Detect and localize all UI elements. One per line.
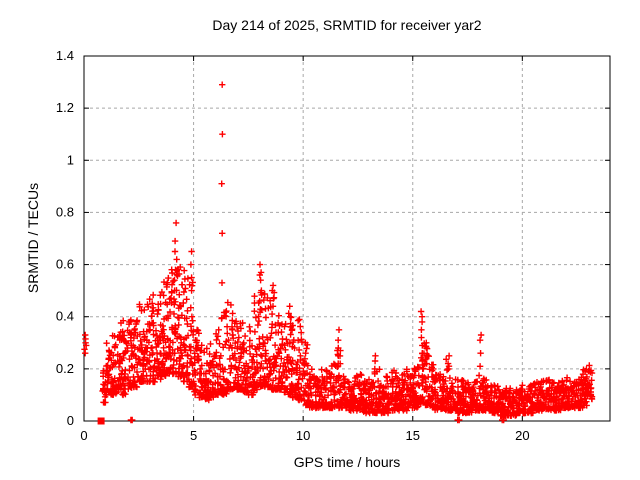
svg-text:1.4: 1.4: [56, 48, 74, 63]
svg-text:0.4: 0.4: [56, 309, 74, 324]
svg-text:0.2: 0.2: [56, 361, 74, 376]
chart-title: Day 214 of 2025, SRMTID for receiver yar…: [212, 17, 482, 33]
svg-text:20: 20: [515, 428, 529, 443]
svg-text:1.2: 1.2: [56, 100, 74, 115]
svg-text:0: 0: [80, 428, 87, 443]
svg-text:5: 5: [190, 428, 197, 443]
svg-text:0.8: 0.8: [56, 204, 74, 219]
svg-text:1: 1: [67, 152, 74, 167]
svg-text:0: 0: [67, 413, 74, 428]
svg-text:0.6: 0.6: [56, 257, 74, 272]
tick-labels: 0 5 10 15 20 0 0.2 0.4 0.6 0.8 1 1.2 1.4: [56, 48, 530, 443]
plot-border: [83, 55, 611, 422]
x-axis-label: GPS time / hours: [293, 454, 401, 470]
grid: [84, 56, 610, 421]
svg-text:10: 10: [296, 428, 310, 443]
data-points: [81, 81, 596, 424]
svg-text:15: 15: [406, 428, 420, 443]
axis-ticks: [83, 55, 610, 422]
square-marker: [97, 417, 105, 425]
